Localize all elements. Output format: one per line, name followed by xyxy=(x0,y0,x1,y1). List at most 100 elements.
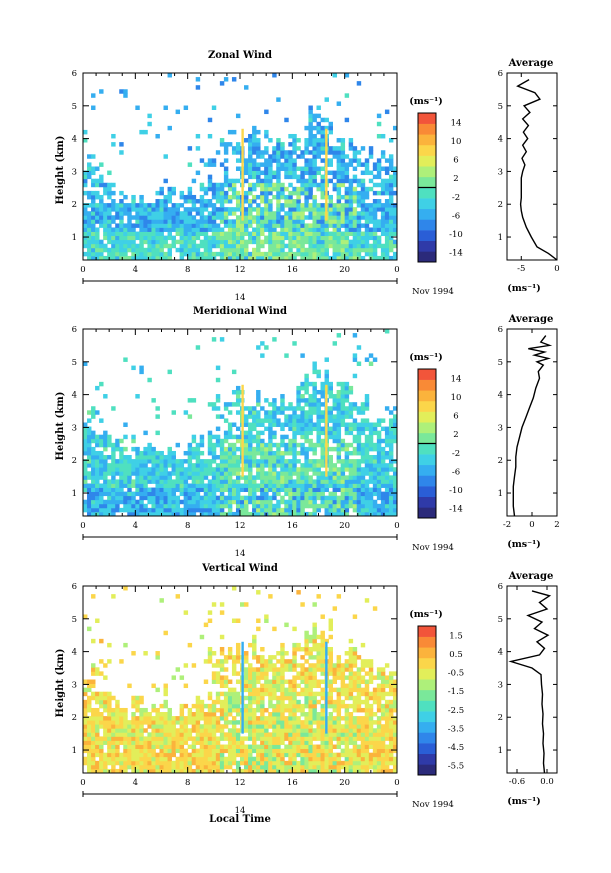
heatmap-cell xyxy=(308,483,313,488)
heatmap-cell xyxy=(384,239,390,245)
heatmap-cell xyxy=(147,720,152,725)
heatmap-cell xyxy=(248,663,253,668)
heatmap-cell xyxy=(131,732,136,737)
heatmap-cell xyxy=(320,125,325,131)
heatmap-cell xyxy=(252,414,257,419)
heatmap-cell xyxy=(143,495,148,501)
heatmap-cell xyxy=(260,430,265,436)
heatmap-cell xyxy=(344,199,350,204)
heatmap-cell xyxy=(320,158,325,163)
heatmap-cell xyxy=(320,740,325,745)
heatmap-cell xyxy=(312,182,317,188)
heatmap-cell xyxy=(340,154,346,159)
heatmap-cell xyxy=(127,491,132,497)
heatmap-cell xyxy=(296,154,301,159)
heatmap-cell xyxy=(364,511,370,517)
heatmap-cell xyxy=(280,671,285,676)
heatmap-cell xyxy=(292,483,297,488)
heatmap-cell xyxy=(231,442,237,448)
heatmap-cell xyxy=(356,422,362,427)
heatmap-cell xyxy=(364,190,370,196)
heatmap-cell xyxy=(119,199,124,204)
heatmap-cell xyxy=(219,138,225,143)
heatmap-cell xyxy=(348,385,354,391)
profile-y-tick-label: 3 xyxy=(498,167,503,177)
heatmap-cell xyxy=(336,251,342,257)
heatmap-cell xyxy=(316,475,321,480)
heatmap-cell xyxy=(107,194,112,200)
heatmap-cell xyxy=(348,495,354,501)
heatmap-cell xyxy=(332,483,338,488)
heatmap-cell xyxy=(131,483,136,488)
heatmap-cell xyxy=(175,475,181,480)
heatmap-cell xyxy=(187,463,193,468)
heatmap-cell xyxy=(107,182,112,188)
heatmap-cell xyxy=(103,235,108,241)
heatmap-cell xyxy=(123,467,128,472)
heatmap-cell xyxy=(300,174,305,180)
heatmap-cell xyxy=(235,438,241,444)
heatmap-cell xyxy=(328,760,333,766)
heatmap-cell xyxy=(227,736,233,741)
heatmap-cell xyxy=(123,768,128,774)
heatmap-cell xyxy=(215,207,221,212)
heatmap-cell xyxy=(332,251,338,257)
heatmap-cell xyxy=(316,243,321,249)
heatmap-cell xyxy=(227,239,233,245)
heatmap-cell xyxy=(163,487,168,493)
heatmap-cell xyxy=(211,215,217,220)
heatmap-cell xyxy=(107,756,112,762)
heatmap-cell xyxy=(179,507,185,513)
heatmap-cell xyxy=(344,215,350,220)
heatmap-cell xyxy=(348,255,354,261)
heatmap-cell xyxy=(83,231,88,237)
heatmap-cell xyxy=(296,503,301,509)
heatmap-cell xyxy=(356,442,362,448)
heatmap-cell xyxy=(195,207,201,212)
heatmap-cell xyxy=(264,687,269,693)
heatmap-cell xyxy=(175,247,181,253)
heatmap-cell xyxy=(348,491,354,497)
heatmap-cell xyxy=(159,207,164,212)
heatmap-cell xyxy=(364,463,370,468)
heatmap-cell xyxy=(324,507,329,513)
heatmap-cell xyxy=(183,223,189,228)
heatmap-cell xyxy=(312,450,317,456)
heatmap-cell xyxy=(235,760,241,766)
heatmap-cell xyxy=(211,716,217,721)
heatmap-cell xyxy=(356,235,362,241)
heatmap-cell xyxy=(244,683,249,689)
heatmap-cell xyxy=(115,243,120,249)
heatmap-cell xyxy=(103,475,108,480)
heatmap-cell xyxy=(368,507,374,513)
heatmap-cell xyxy=(244,438,249,444)
heatmap-cell xyxy=(372,247,378,253)
heatmap-cell xyxy=(300,499,305,505)
heatmap-cell xyxy=(147,235,152,241)
heatmap-cell xyxy=(320,724,325,729)
heatmap-cell xyxy=(240,483,245,488)
heatmap-cell xyxy=(304,422,309,427)
heatmap-cell xyxy=(304,728,309,733)
heatmap-cell xyxy=(308,142,313,147)
heatmap-cell xyxy=(227,223,233,228)
profile-line xyxy=(516,78,558,261)
heatmap-cell xyxy=(288,166,293,171)
heatmap-cell xyxy=(119,219,124,224)
heatmap-cell xyxy=(264,487,269,493)
heatmap-cell xyxy=(368,211,374,216)
heatmap-cell xyxy=(312,223,317,228)
heatmap-cell xyxy=(256,414,261,419)
heatmap-cell xyxy=(268,430,273,436)
heatmap-cell xyxy=(167,495,172,501)
heatmap-cell xyxy=(231,463,237,468)
heatmap-cell xyxy=(348,158,354,163)
heatmap-cell xyxy=(187,227,193,232)
heatmap-cell xyxy=(336,255,342,261)
heatmap-cell xyxy=(312,495,317,501)
heatmap-cell xyxy=(215,695,221,701)
heatmap-cell xyxy=(131,203,136,208)
heatmap-cell xyxy=(244,85,249,90)
heatmap-cell xyxy=(95,744,100,750)
heatmap-cell xyxy=(252,138,257,143)
